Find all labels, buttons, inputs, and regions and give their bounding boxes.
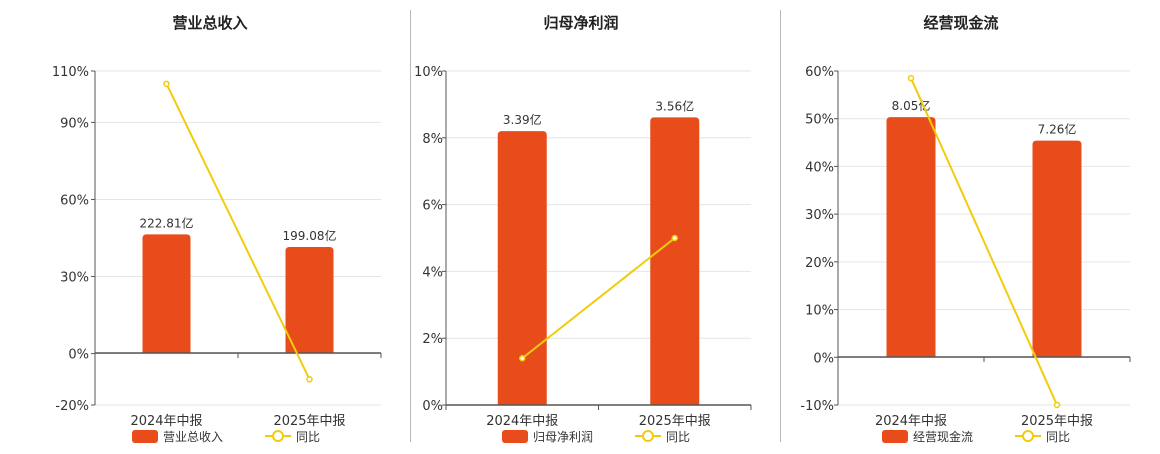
bar-data-label: 7.26亿 (1038, 122, 1077, 137)
yoy-point (163, 80, 170, 88)
x-category-label: 2024年中报 (130, 414, 202, 429)
legend-bar-label: 归母净利润 (533, 430, 593, 444)
y-tick-label: 6% (422, 199, 443, 214)
legend-line-label: 同比 (296, 430, 320, 444)
panel-divider (780, 10, 781, 442)
legend-line-marker (272, 430, 284, 442)
yoy-point (306, 376, 313, 383)
legend-bar-swatch (132, 430, 158, 443)
y-tick-label: 0% (422, 399, 443, 414)
chart-title: 营业总收入 (172, 14, 247, 32)
x-category-label: 2024年中报 (486, 414, 558, 429)
y-tick-label: 90% (60, 116, 89, 131)
legend-line-marker (642, 430, 654, 442)
y-tick-label: 4% (422, 265, 443, 280)
panel-divider (410, 10, 411, 442)
bar (142, 234, 191, 353)
y-tick-label: 0% (813, 351, 834, 366)
y-tick-label: 50% (805, 113, 834, 128)
chart-panel-net-profit: 归母净利润 10% 8% 6% 4% 2% 0% 3.39亿 3.56亿 2024年中报 2025年… (411, 0, 780, 450)
yoy-point (907, 74, 915, 82)
legend-line-label: 同比 (666, 430, 690, 444)
y-tick-label: 40% (805, 160, 834, 175)
legend-bar-swatch (882, 430, 908, 443)
x-category-label: 2025年中报 (273, 414, 345, 429)
y-tick-label: 10% (414, 65, 443, 80)
y-tick-label: 30% (60, 271, 89, 286)
y-tick-label: 0% (68, 348, 89, 363)
yoy-line (910, 77, 1058, 406)
chart-net-profit: 归母净利润 10% 8% 6% 4% 2% 0% 3.39亿 3.56亿 2024年中报 2025年… (414, 14, 752, 444)
bar-data-label: 222.81亿 (140, 215, 194, 230)
legend-line-label: 同比 (1046, 430, 1070, 444)
legend-bar-label: 经营现金流 (913, 429, 973, 444)
yoy-point (671, 234, 678, 242)
chart-title: 归母净利润 (543, 14, 618, 32)
x-category-label: 2025年中报 (1021, 414, 1093, 429)
bar-data-label: 3.56亿 (655, 98, 694, 113)
x-category-label: 2024年中报 (875, 414, 947, 429)
y-tick-label: -10% (800, 399, 834, 414)
bar (497, 131, 547, 405)
bar (650, 117, 700, 406)
bar-data-label: 199.08亿 (283, 228, 337, 243)
bar-data-label: 3.39亿 (503, 112, 542, 127)
chart-panel-cash-flow: 经营现金流 60% 50% 40% 30% 20% 10% 0% -10% 8.05亿 7.26亿 2… (781, 0, 1160, 450)
bar (285, 246, 334, 353)
y-tick-label: 110% (52, 65, 89, 80)
yoy-point (519, 354, 526, 362)
legend-bar-label: 营业总收入 (163, 430, 223, 444)
y-tick-label: 10% (805, 304, 834, 319)
y-tick-label: 60% (805, 65, 834, 80)
legend-bar-swatch (502, 430, 528, 443)
y-tick-label: 60% (60, 193, 89, 208)
y-tick-label: 30% (805, 208, 834, 223)
chart-title: 经营现金流 (923, 14, 998, 32)
yoy-line (521, 237, 676, 360)
y-tick-label: -20% (55, 399, 89, 414)
chart-revenue: 营业总收入 110% 90% 60% 30% 0% -20% 222.81亿 199.08亿 20… (52, 14, 382, 444)
legend-line-marker (1022, 430, 1034, 442)
x-category-label: 2025年中报 (639, 414, 711, 429)
y-tick-label: 20% (805, 256, 834, 271)
bar (1032, 140, 1082, 357)
y-tick-label: 8% (422, 132, 443, 147)
chart-panel-revenue: 营业总收入 110% 90% 60% 30% 0% -20% 222.81亿 199.08亿 20… (0, 0, 410, 450)
y-tick-label: 2% (422, 332, 443, 347)
yoy-line (165, 83, 311, 380)
yoy-point (1053, 401, 1061, 409)
bar (886, 117, 936, 357)
chart-cash-flow: 经营现金流60%50%40%30%20%10%0%-10%8.05亿7.26亿2… (800, 14, 1131, 444)
